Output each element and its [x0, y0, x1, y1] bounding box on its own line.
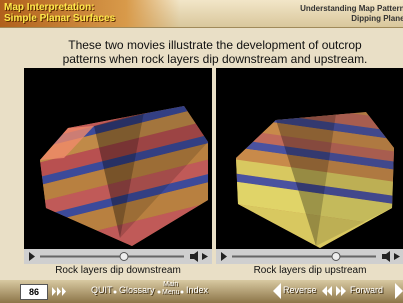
- step-arrows[interactable]: [322, 286, 346, 296]
- separator: [113, 290, 117, 294]
- page-number: 86: [20, 284, 48, 300]
- movie-player[interactable]: [216, 68, 403, 264]
- menu-line: Main: [162, 281, 180, 289]
- index-link[interactable]: Index: [186, 285, 208, 295]
- separator: [157, 290, 161, 294]
- subtitle: Understanding Map Patterns: [300, 4, 403, 13]
- glossary-link[interactable]: Glossary: [119, 285, 155, 295]
- reverse-arrow[interactable]: [273, 283, 281, 299]
- header-bar: Map Interpretation: Simple Planar Surfac…: [0, 0, 403, 28]
- movie-caption: Rock layers dip upstream: [216, 265, 403, 276]
- movie-caption: Rock layers dip downstream: [24, 265, 212, 276]
- title: Simple Planar Surfaces: [4, 13, 115, 24]
- movie-view: [216, 68, 403, 264]
- subtitle: Dipping Planes: [351, 14, 403, 23]
- main-menu-link[interactable]: Main Menu: [162, 281, 180, 297]
- quit-link[interactable]: QUIT: [91, 285, 113, 295]
- footer-bar: 86 QUIT Glossary Main Menu Index Reverse…: [0, 280, 403, 303]
- progress-knob[interactable]: [120, 253, 128, 261]
- separator: [180, 290, 184, 294]
- intro-line: These two movies illustrate the developm…: [40, 38, 390, 52]
- rock-block: [216, 68, 403, 264]
- menu-line: Menu: [162, 289, 180, 297]
- movie-player[interactable]: [24, 68, 212, 264]
- screen: Map Interpretation: Simple Planar Surfac…: [0, 0, 403, 303]
- title: Map Interpretation:: [4, 2, 95, 13]
- intro-text: These two movies illustrate the developm…: [40, 38, 390, 66]
- movie-view: [24, 68, 212, 264]
- forward-arrow[interactable]: [395, 283, 403, 299]
- intro-line: patterns when rock layers dip downstream…: [40, 52, 390, 66]
- progress-knob[interactable]: [332, 253, 340, 261]
- forward-link[interactable]: Forward: [350, 285, 383, 295]
- rock-block: [24, 68, 212, 264]
- go-arrows[interactable]: [52, 287, 68, 296]
- reverse-link[interactable]: Reverse: [283, 285, 317, 295]
